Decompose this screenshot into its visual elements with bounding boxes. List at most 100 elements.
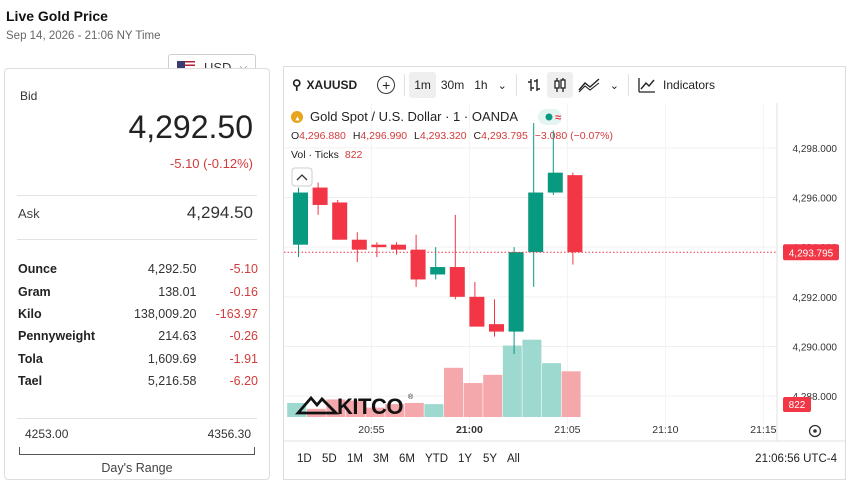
add-symbol-icon: + [377, 76, 396, 94]
volume-bar [346, 400, 365, 417]
unit-name: Tael [18, 374, 43, 389]
low-value: 4,293.320 [420, 130, 467, 142]
low-label: L [414, 130, 420, 142]
unit-change: -6.20 [229, 374, 258, 389]
chart-type-dropdown[interactable]: ⌄ [605, 72, 624, 98]
chevron-down-icon: ⌵ [239, 61, 248, 73]
unit-row: Pennyweight 214.63 -0.26 [18, 325, 258, 347]
chart-settings-button[interactable] [808, 424, 822, 438]
range-3m-button[interactable]: 3M [373, 453, 389, 465]
gold-symbol-icon [291, 111, 303, 123]
chevron-down-icon: ⌄ [609, 79, 620, 92]
bid-change: -5.10 (-0.12%) [169, 156, 253, 171]
bar-chart-type-button[interactable] [521, 72, 547, 98]
volume-bar [502, 345, 522, 417]
divider [17, 239, 257, 240]
candle-body [371, 244, 387, 248]
unit-name: Kilo [18, 306, 42, 321]
candle-chart-type-button[interactable] [546, 72, 573, 98]
candle-body [293, 192, 308, 245]
chevron-down-icon: ⌄ [497, 79, 507, 92]
legend-panel: ▲ Gold Spot / U.S. Dollar · 1 · OANDA ≈ … [291, 109, 613, 187]
interval-label: 30m [440, 78, 465, 92]
compare-button[interactable]: + [372, 72, 400, 98]
chevron-up-icon [296, 174, 308, 181]
candlesticks [293, 123, 583, 354]
unit-value: 138,009.20 [133, 306, 197, 321]
volume-bar [542, 363, 561, 417]
interval-1m-button[interactable]: 1m [409, 72, 436, 98]
interval-dropdown[interactable]: ⌄ [493, 72, 512, 98]
interval-label: 1m [414, 78, 431, 92]
change-value: −3.080 (−0.07%) [535, 130, 613, 142]
toolbar-divider [628, 74, 630, 96]
volume-bar [424, 404, 444, 417]
unit-value: 4,292.50 [147, 262, 197, 277]
candle-body [391, 244, 406, 250]
toolbar-divider [515, 74, 517, 96]
unit-row: Tael 5,216.58 -6.20 [18, 370, 258, 392]
unit-row: Ounce 4,292.50 -5.10 [18, 258, 258, 280]
bars-icon [527, 79, 540, 91]
range-ytd-button[interactable]: YTD [425, 453, 448, 465]
indicators-label: Indicators [663, 78, 716, 92]
range-1y-button[interactable]: 1Y [458, 453, 472, 465]
market-open-icon [545, 113, 553, 121]
registered-mark: ® [408, 393, 414, 401]
y-tick-label: 4,292.000 [793, 293, 838, 304]
volume-value: 822 [345, 149, 363, 161]
range-selector: 1D 5D 1M 3M 6M YTD 1Y 5Y All 21:06:56 UT… [297, 453, 838, 465]
interval-1h-button[interactable]: 1h [469, 72, 492, 98]
volume-tag-label: 822 [789, 400, 806, 411]
candles-icon [554, 78, 566, 92]
unit-change: -0.16 [229, 284, 258, 299]
unit-change: -0.26 [229, 329, 258, 344]
chart-widget: ⚲ XAUUSD + 1m 30m 1h ⌄ ⌄ Indicators [283, 66, 846, 480]
interval-30m-button[interactable]: 30m [436, 72, 469, 98]
y-tick-label: 4,296.000 [793, 194, 838, 205]
range-5d-button[interactable]: 5D [322, 453, 337, 465]
range-1m-button[interactable]: 1M [347, 453, 363, 465]
divider [17, 195, 257, 196]
y-tick-label: 4,288.000 [793, 392, 838, 403]
high-label: H [353, 130, 361, 142]
delay-icon: ≈ [555, 112, 561, 124]
indicators-button[interactable]: Indicators [633, 72, 720, 98]
x-tick-label: 21:00 [456, 424, 483, 436]
symbol-label: XAUUSD [306, 78, 358, 92]
unit-row: Gram 138.01 -0.16 [18, 280, 258, 302]
volume-bar [385, 404, 405, 417]
collapse-legend-button[interactable] [291, 167, 313, 187]
candle-body [410, 249, 426, 280]
high-value: 4,296.990 [360, 130, 407, 142]
candle-body [430, 267, 446, 275]
price-chart[interactable]: 4,288.0004,290.0004,292.0004,294.0004,29… [284, 103, 845, 479]
candle-body [332, 202, 348, 240]
volume-bar [463, 383, 483, 417]
chart-title: Gold Spot / U.S. Dollar · 1 · OANDA [310, 109, 518, 124]
unit-name: Pennyweight [18, 329, 96, 344]
x-tick-label: 21:15 [750, 424, 776, 436]
unit-row: Kilo 138,009.20 -163.97 [18, 303, 258, 325]
candle-body [351, 239, 367, 250]
chart-toolbar: ⚲ XAUUSD + 1m 30m 1h ⌄ ⌄ Indicators [284, 67, 845, 103]
unit-value: 5,216.58 [147, 374, 197, 389]
unit-value: 1,609.69 [147, 351, 197, 366]
ask-price: 4,294.50 [186, 203, 253, 222]
x-tick-label: 20:55 [358, 424, 384, 436]
unit-change: -5.10 [229, 262, 258, 277]
range-5y-button[interactable]: 5Y [483, 453, 497, 465]
range-1d-button[interactable]: 1D [297, 453, 312, 465]
area-chart-type-button[interactable] [573, 72, 605, 98]
symbol-search-button[interactable]: ⚲ XAUUSD [284, 72, 362, 98]
volume-legend: Vol · Ticks 822 [291, 149, 363, 161]
candle-body [449, 267, 465, 297]
volume-tag [783, 397, 811, 412]
time-axis: 20:55 21:00 21:05 21:10 21:15 [358, 424, 776, 436]
range-all-button[interactable]: All [507, 453, 520, 465]
unit-name: Gram [18, 284, 51, 299]
open-label: O [291, 130, 299, 142]
range-6m-button[interactable]: 6M [399, 453, 415, 465]
day-range-label: Day's Range [101, 461, 173, 475]
area-chart-icon [578, 78, 600, 93]
